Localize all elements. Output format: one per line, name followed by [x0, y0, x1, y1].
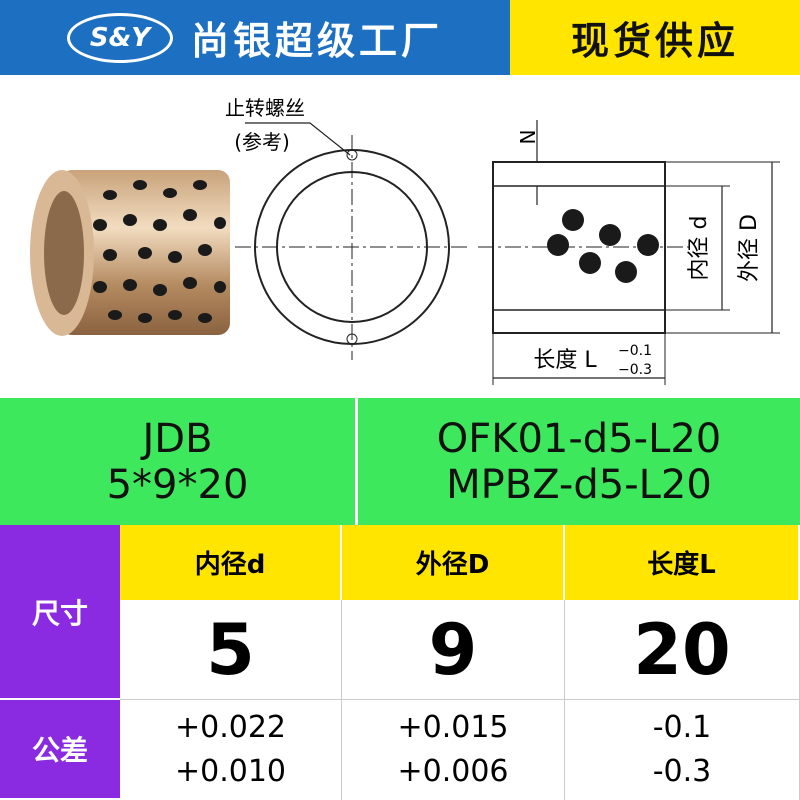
- side-view: [478, 120, 780, 385]
- logo: S&Y: [66, 12, 173, 63]
- model-left: JDB 5*9*20: [0, 398, 355, 525]
- length-tol-upper: −0.1: [618, 343, 652, 359]
- column-header: 长度L: [565, 525, 800, 600]
- column-header: 外径D: [342, 525, 565, 600]
- tolerance: +0.006: [397, 754, 509, 789]
- tolerance: +0.010: [174, 754, 287, 789]
- screw-note: (参考): [234, 130, 290, 154]
- inner-label: 内径 d: [687, 216, 712, 281]
- outer-label: 外径 D: [737, 214, 762, 282]
- drawing: 止转螺丝 (参考) N 内径 d 外径 D 长度 L −0.1 −0.3: [30, 96, 780, 385]
- tolerance-cell: +0.022 +0.010: [120, 700, 342, 800]
- column-header: 内径d: [120, 525, 342, 600]
- tolerance-cell: +0.015 +0.006: [342, 700, 565, 800]
- badge: 现货供应: [510, 0, 800, 75]
- size-value: 5: [120, 600, 342, 700]
- model-right: OFK01-d5-L20 MPBZ-d5-L20: [358, 398, 800, 525]
- title: 尚银超级工厂: [190, 19, 443, 63]
- length-tol-lower: −0.3: [618, 362, 652, 378]
- model-line: 5*9*20: [106, 461, 249, 508]
- header-bar: S&Y 尚银超级工厂: [0, 0, 510, 75]
- tolerance: +0.015: [397, 710, 509, 745]
- model-line: MPBZ-d5-L20: [446, 461, 712, 508]
- tolerance-cell: -0.1 -0.3: [565, 700, 800, 800]
- tolerance: -0.1: [652, 710, 712, 745]
- row-label: 尺寸: [0, 525, 120, 700]
- size-value: 20: [565, 600, 800, 700]
- screw-label: 止转螺丝: [225, 96, 305, 120]
- bushing-photo: [30, 170, 230, 336]
- tolerance: +0.022: [174, 710, 287, 745]
- length-label: 长度 L: [533, 348, 597, 373]
- row-label: 公差: [0, 700, 120, 800]
- model-line: JDB: [142, 415, 213, 462]
- model-line: OFK01-d5-L20: [436, 415, 722, 462]
- n-label: N: [515, 130, 539, 145]
- size-value: 9: [342, 600, 565, 700]
- tolerance: -0.3: [652, 754, 712, 789]
- end-view: [235, 122, 470, 360]
